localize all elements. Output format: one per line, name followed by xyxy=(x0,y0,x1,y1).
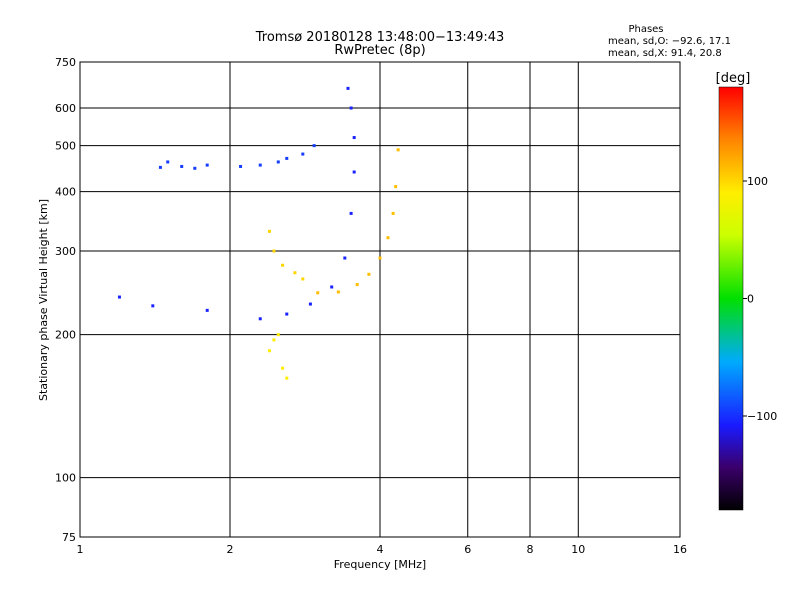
data-point xyxy=(180,164,184,168)
data-point xyxy=(336,290,340,294)
data-point xyxy=(281,366,285,370)
data-point xyxy=(267,349,271,353)
data-point xyxy=(272,338,276,342)
trace-series xyxy=(316,148,400,295)
plot-frame xyxy=(79,61,681,538)
data-point xyxy=(276,160,280,164)
data-points xyxy=(117,86,400,380)
data-point xyxy=(346,86,350,90)
data-point xyxy=(281,263,285,267)
data-point xyxy=(343,256,347,260)
axis-ticks: 1 2 4 6 8 10 16 75 100 200 300 400 500 600 750 xyxy=(55,56,687,556)
y-tick-label: 75 xyxy=(62,531,76,544)
data-point xyxy=(301,152,305,156)
colorbar-ticks: 100 0 −100 xyxy=(743,175,777,423)
data-point xyxy=(330,285,334,289)
x-tick-label: 10 xyxy=(571,543,585,556)
x-tick-label: 8 xyxy=(527,543,534,556)
data-point xyxy=(272,249,276,253)
y-axis-label: Stationary phase Virtual Height [km] xyxy=(37,199,50,401)
data-point xyxy=(352,170,356,174)
data-point xyxy=(352,136,356,140)
legend-x-stats: mean, sd,X: 91.4, 20.8 xyxy=(608,48,722,59)
data-point xyxy=(258,163,262,167)
x-tick-label: 4 xyxy=(377,543,384,556)
colorbar-tick-label: 100 xyxy=(747,175,768,188)
chart-title: Tromsø 20180128 13:48:00−13:49:43 xyxy=(255,30,505,45)
x-tick-label: 2 xyxy=(227,543,234,556)
data-point xyxy=(205,308,209,312)
data-point xyxy=(239,164,243,168)
y-tick-label: 100 xyxy=(55,472,76,485)
data-point xyxy=(349,211,353,215)
y-tick-label: 600 xyxy=(55,102,76,115)
colorbar-tick-label: 0 xyxy=(747,293,754,306)
data-point xyxy=(166,160,170,164)
data-point xyxy=(285,312,289,316)
data-point xyxy=(276,333,280,337)
data-point xyxy=(316,291,320,295)
data-point xyxy=(308,302,312,306)
y-tick-label: 300 xyxy=(55,245,76,258)
y-tick-label: 400 xyxy=(55,186,76,199)
data-point xyxy=(391,211,395,215)
data-point xyxy=(367,272,371,276)
x-tick-label: 6 xyxy=(464,543,471,556)
x-tick-label: 16 xyxy=(673,543,687,556)
y-tick-label: 500 xyxy=(55,140,76,153)
colorbar-tick-label: −100 xyxy=(747,410,777,423)
data-point xyxy=(386,236,390,240)
x-axis-label: Frequency [MHz] xyxy=(334,558,426,571)
data-point xyxy=(301,277,305,281)
data-point xyxy=(285,156,289,160)
data-point xyxy=(355,283,359,287)
data-point xyxy=(293,271,297,275)
data-point xyxy=(151,304,155,308)
trace-series xyxy=(267,333,289,380)
data-point xyxy=(205,163,209,167)
data-point xyxy=(312,144,316,148)
data-point xyxy=(285,376,289,380)
y-tick-label: 750 xyxy=(55,56,76,69)
colorbar-label: [deg] xyxy=(716,71,751,86)
grid-lines xyxy=(80,62,680,537)
chart-subtitle: RwPretec (8p) xyxy=(334,43,425,58)
x-tick-label: 1 xyxy=(77,543,84,556)
colorbar xyxy=(718,86,744,511)
data-point xyxy=(117,295,121,299)
data-point xyxy=(193,166,197,170)
y-tick-label: 200 xyxy=(55,329,76,342)
trace-series xyxy=(117,86,356,321)
data-point xyxy=(267,229,271,233)
legend-title: Phases xyxy=(628,24,663,35)
data-point xyxy=(258,317,262,321)
data-point xyxy=(158,165,162,169)
trace-series xyxy=(267,229,305,281)
data-point xyxy=(394,185,398,189)
legend-o-stats: mean, sd,O: −92.6, 17.1 xyxy=(608,36,731,47)
data-point xyxy=(396,148,400,152)
trace-series xyxy=(158,144,316,170)
data-point xyxy=(349,106,353,110)
data-point xyxy=(378,256,382,260)
